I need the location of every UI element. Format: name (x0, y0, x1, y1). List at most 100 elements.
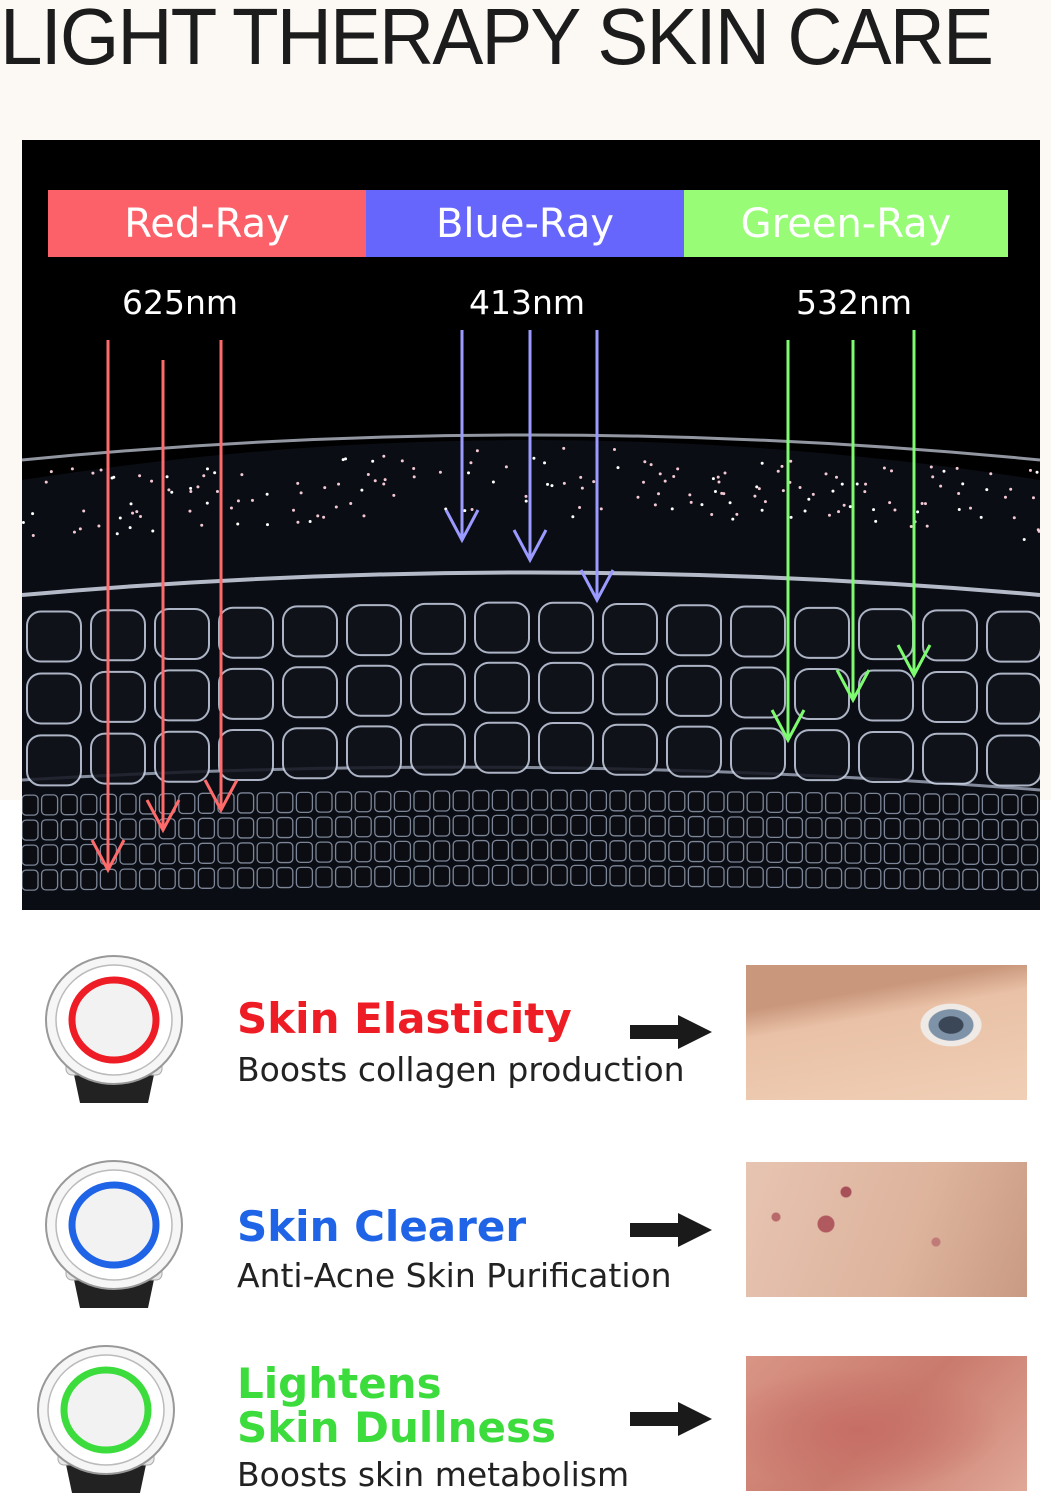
cell-dot (790, 516, 793, 519)
cell-dot (73, 531, 76, 534)
subcutaneous-cell (786, 843, 802, 863)
cell-dot (657, 492, 660, 495)
cell-dot (170, 491, 173, 494)
cell-dot (642, 481, 645, 484)
cell-dot (129, 526, 132, 529)
dull-skin-photo (746, 1356, 1027, 1491)
dermis-cell (411, 725, 465, 775)
cell-dot (942, 470, 945, 473)
cell-dot (931, 475, 934, 478)
cell-dot (139, 515, 142, 518)
subcutaneous-cell (1002, 870, 1018, 890)
cell-dot (672, 475, 675, 478)
subcutaneous-cell (61, 795, 77, 815)
dermis-cell (283, 667, 337, 717)
subcutaneous-cell (140, 844, 156, 864)
subcutaneous-cell (238, 793, 254, 813)
device-light-ring (72, 1185, 156, 1265)
subcutaneous-cell (806, 843, 822, 863)
subcutaneous-cell (708, 817, 724, 837)
cell-dot (413, 475, 416, 478)
cell-dot (1036, 471, 1039, 474)
cell-dot (266, 493, 269, 496)
green-wavelength: 532nm (754, 283, 954, 322)
cell-dot (532, 457, 535, 460)
cell-dot (690, 501, 693, 504)
cell-dot (592, 480, 595, 483)
cell-dot (166, 475, 169, 478)
subcutaneous-cell (42, 795, 58, 815)
subcutaneous-cell (845, 868, 861, 888)
subcutaneous-cell (924, 794, 940, 814)
subcutaneous-cell (257, 818, 273, 838)
cell-dot (729, 501, 732, 504)
benefit-row-red: Skin Elasticity Boosts collagen producti… (0, 955, 1051, 1105)
subcutaneous-cell (610, 866, 626, 886)
cell-dot (189, 487, 192, 490)
subcutaneous-cell (218, 843, 234, 863)
cell-dot (323, 486, 326, 489)
blue-light-device-icon (44, 1160, 184, 1310)
cell-dot (31, 512, 34, 515)
right-arrow-icon (630, 1402, 712, 1436)
subcutaneous-cell (159, 869, 175, 889)
subcutaneous-cell (826, 868, 842, 888)
subcutaneous-cell (257, 793, 273, 813)
cell-dot (82, 509, 85, 512)
subcutaneous-cell (394, 866, 410, 886)
cell-dot (189, 490, 192, 493)
subcutaneous-cell (943, 844, 959, 864)
cell-dot (1013, 516, 1016, 519)
subcutaneous-cell (375, 817, 391, 837)
cell-dot (755, 485, 758, 488)
subcutaneous-cell (179, 819, 195, 839)
cell-dot (196, 485, 199, 488)
cell-dot (753, 495, 756, 498)
cell-dot (883, 466, 886, 469)
benefit-row-blue: Skin Clearer Anti-Acne Skin Purification (0, 1160, 1051, 1310)
cell-dot (240, 473, 243, 476)
dermis-cell (859, 732, 913, 782)
subcutaneous-cell (904, 869, 920, 889)
cell-dot (659, 472, 662, 475)
dermis-cell (283, 606, 337, 656)
cell-dot (616, 466, 619, 469)
subcutaneous-cell (179, 869, 195, 889)
subcutaneous-cell (473, 841, 489, 861)
subcutaneous-cell (277, 843, 293, 863)
cell-dot (71, 467, 74, 470)
subcutaneous-cell (140, 819, 156, 839)
cell-dot (890, 469, 893, 472)
cell-dot (292, 509, 295, 512)
subcutaneous-cell (394, 816, 410, 836)
subcutaneous-cell (453, 791, 469, 811)
subcutaneous-cell (551, 815, 567, 835)
subcutaneous-cell (982, 795, 998, 815)
dermis-cell (347, 605, 401, 655)
cell-dot (780, 465, 783, 468)
subcutaneous-cell (81, 820, 97, 840)
blue-ray-text: Blue-Ray (436, 201, 614, 247)
cell-dot (543, 461, 546, 464)
subcutaneous-cell (316, 792, 332, 812)
subcutaneous-cell (649, 841, 665, 861)
subcutaneous-cell (336, 867, 352, 887)
cell-dot (138, 474, 141, 477)
subcutaneous-cell (551, 840, 567, 860)
page-title: LIGHT THERAPY SKIN CARE (0, 0, 1004, 82)
subcutaneous-cell (512, 815, 528, 835)
dermis-cell (539, 723, 593, 773)
cell-dot (463, 509, 466, 512)
subcutaneous-cell (512, 865, 528, 885)
cell-dot (492, 481, 495, 484)
dermis-cell (27, 735, 81, 785)
cell-dot (831, 490, 834, 493)
subcutaneous-cell (394, 791, 410, 811)
dermis-cell (667, 727, 721, 777)
dermis-cell (347, 726, 401, 776)
cell-dot (316, 514, 319, 517)
cell-dot (45, 481, 48, 484)
cell-dot (167, 488, 170, 491)
cell-dot (100, 468, 103, 471)
subcutaneous-cell (943, 869, 959, 889)
